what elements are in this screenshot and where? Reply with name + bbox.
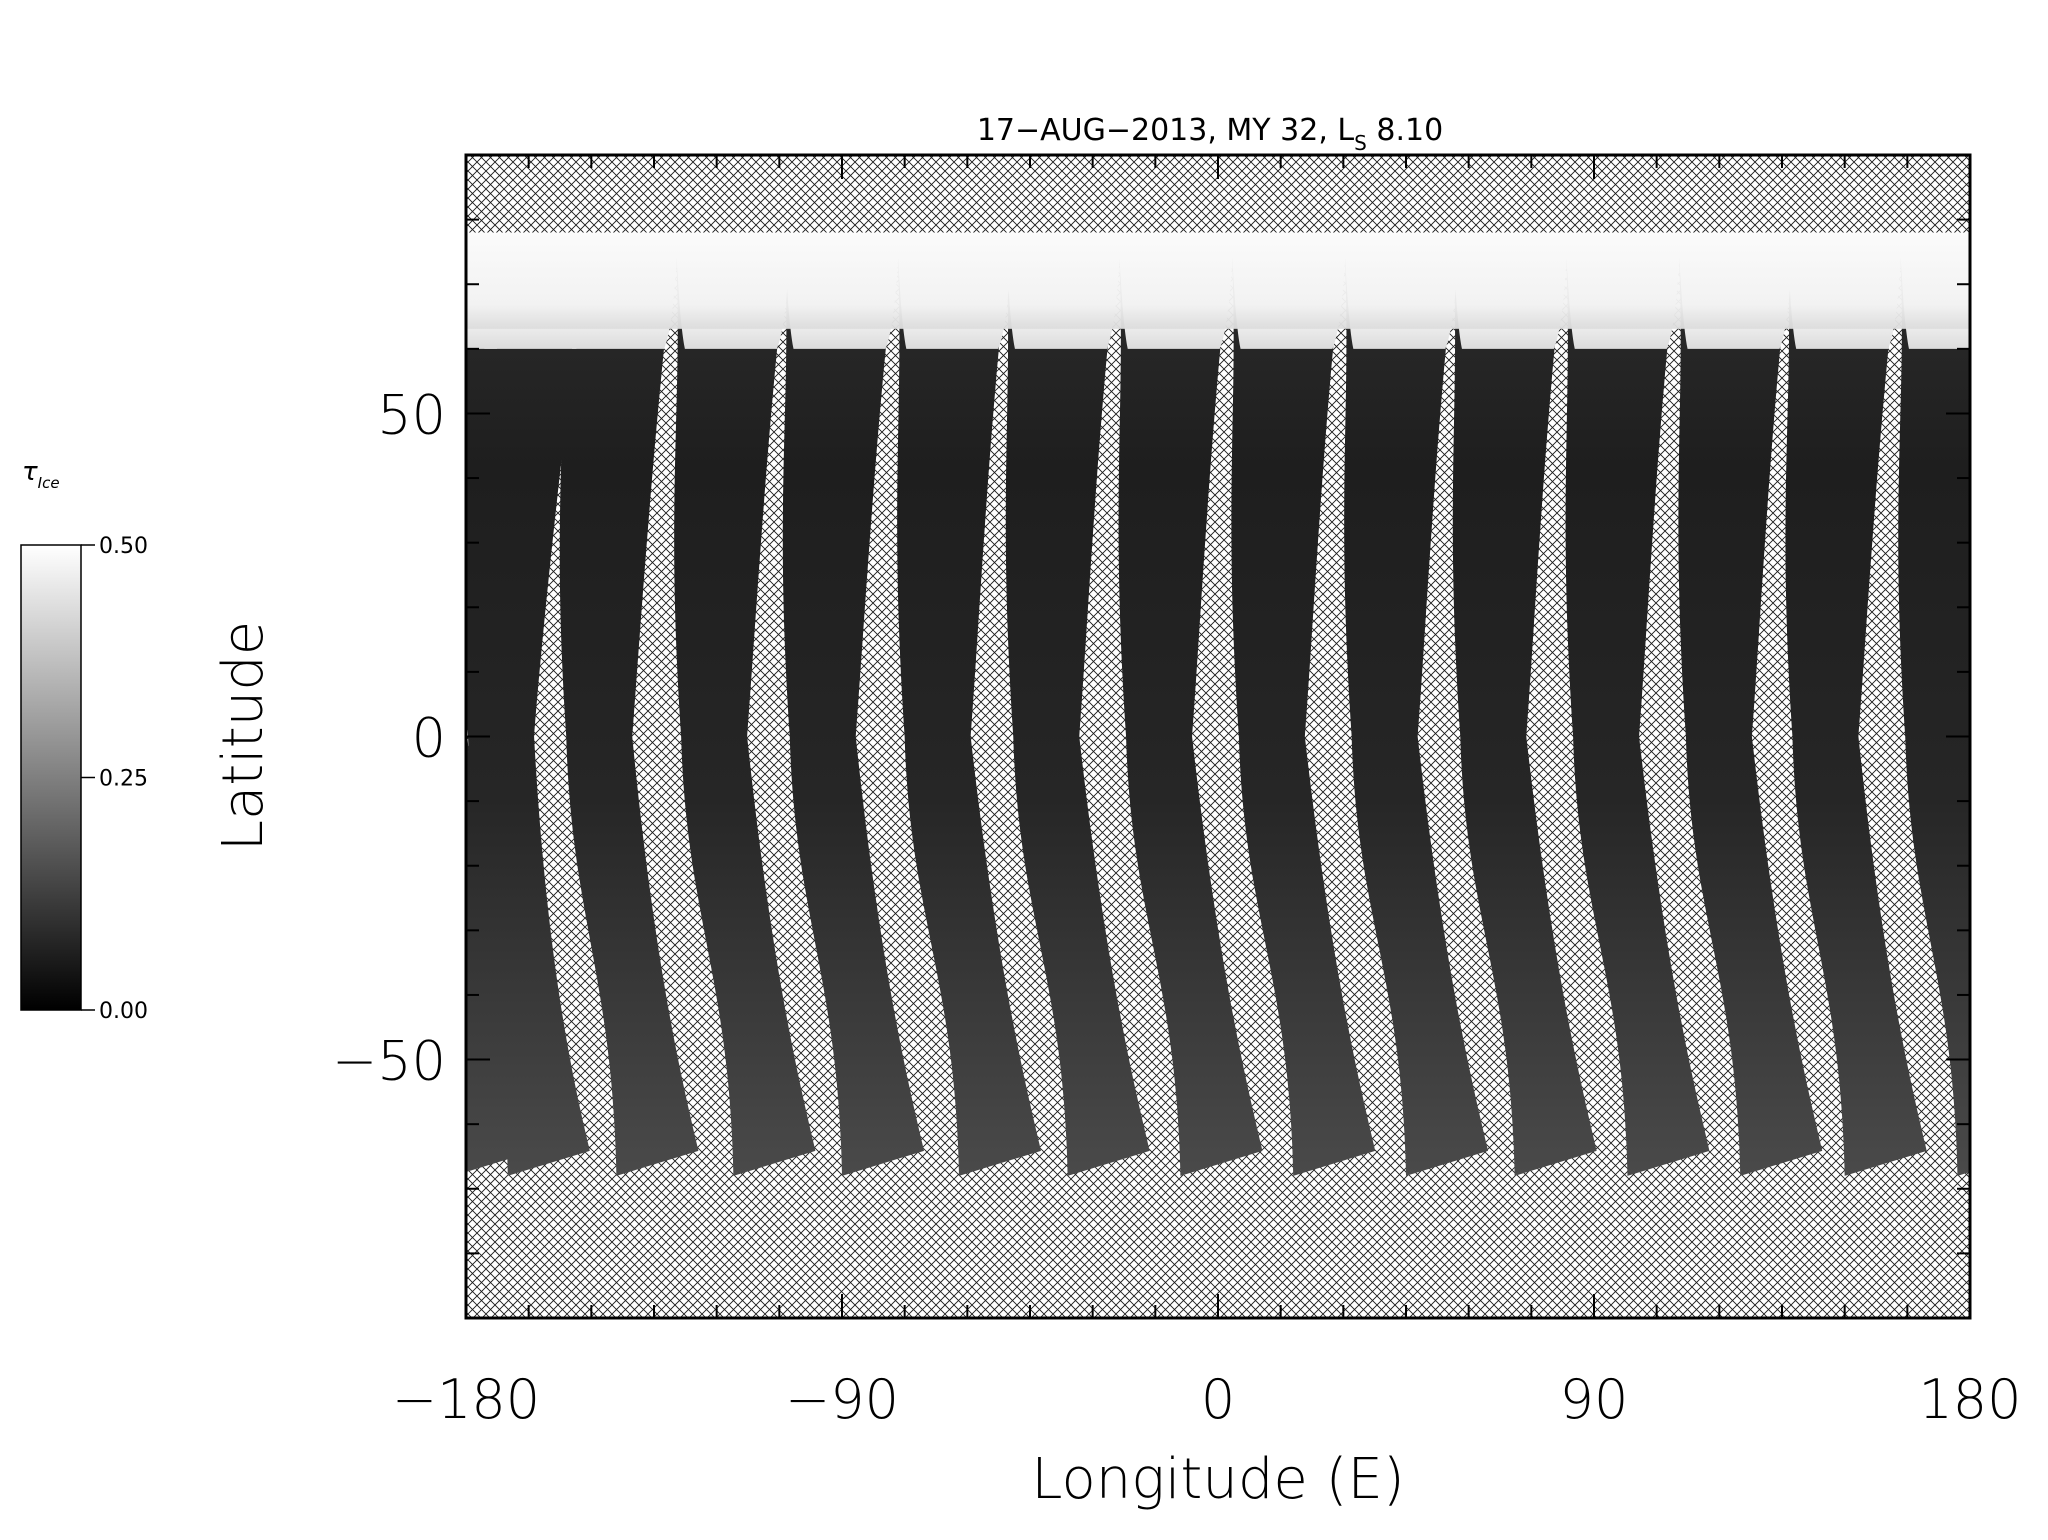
colorbar-ticks: 0.00 0.25 0.50 <box>81 534 148 1024</box>
orbit-swath <box>1564 232 1710 1176</box>
chart-title: 17−AUG−2013, MY 32, LS 8.10 <box>977 113 1443 155</box>
x-tick-label: 0 <box>1201 1368 1235 1431</box>
colorbar-tick-label: 0.25 <box>99 767 148 792</box>
x-axis-title: Longitude (E) <box>1031 1447 1404 1512</box>
orbit-swath <box>1117 232 1263 1176</box>
polar-hood <box>0 232 2048 349</box>
orbit-swath <box>1343 232 1488 1176</box>
polar-hood-segment <box>174 233 290 349</box>
x-tick-label: 90 <box>1560 1368 1629 1431</box>
colorbar-title: τIce <box>22 457 60 492</box>
y-tick-labels: 50 0 −50 <box>332 383 446 1092</box>
orbit-swaths <box>61 232 1970 1176</box>
orbit-swath <box>782 232 924 1176</box>
colorbar: τIce 0.00 0.25 0.50 <box>20 457 148 1024</box>
polar-hood-segment <box>282 233 398 349</box>
orbit-swath <box>1230 232 1376 1176</box>
colorbar-tick-label: 0.50 <box>99 534 148 559</box>
y-tick-label: −50 <box>332 1030 446 1093</box>
polar-hood-segment <box>1978 233 2048 349</box>
y-tick-label: 50 <box>377 383 446 446</box>
orbit-swath <box>1967 493 1970 702</box>
orbit-swath <box>1898 232 1970 1176</box>
orbit-swath <box>896 232 1041 1176</box>
y-tick-label: 0 <box>412 707 446 770</box>
orbit-swath <box>674 232 816 1176</box>
colorbar-tick-label: 0.00 <box>99 999 148 1024</box>
orbit-swath <box>1004 232 1150 1176</box>
y-axis-title: Latitude <box>211 621 276 851</box>
polar-hood-segment <box>61 233 177 349</box>
plot-area <box>0 153 2048 1320</box>
x-tick-label: −90 <box>785 1368 899 1431</box>
orbit-swath <box>1677 232 1823 1176</box>
x-tick-labels: −180 −90 0 90 180 <box>392 1368 2022 1431</box>
polar-hood-band <box>466 232 1970 329</box>
orbit-swath <box>466 232 536 1173</box>
orbit-swath <box>1451 232 1597 1176</box>
orbit-swath <box>466 232 591 1176</box>
orbit-swath <box>1785 232 1927 1176</box>
x-tick-label: 180 <box>1918 1368 2021 1431</box>
plot-frame <box>464 153 1972 1320</box>
x-tick-label: −180 <box>392 1368 540 1431</box>
orbit-swath <box>559 232 699 1176</box>
orbit-swath <box>61 233 206 1176</box>
colorbar-gradient <box>20 544 82 1011</box>
polar-hood-segment <box>0 233 64 349</box>
